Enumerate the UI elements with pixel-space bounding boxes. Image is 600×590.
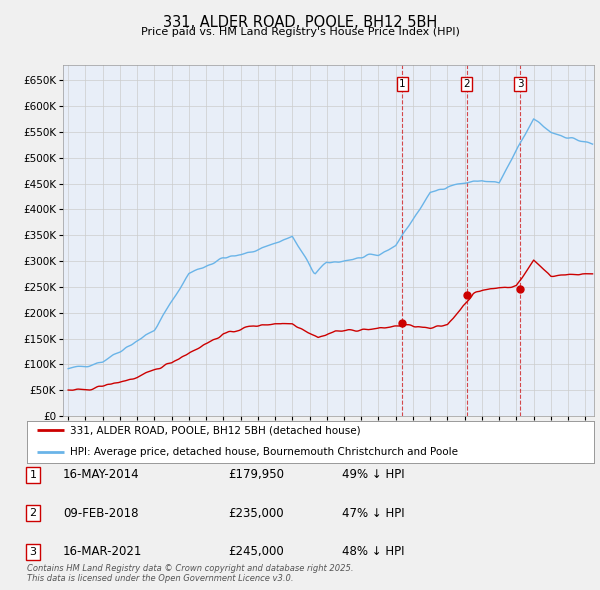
Text: 2: 2	[463, 79, 470, 89]
Text: 47% ↓ HPI: 47% ↓ HPI	[342, 507, 404, 520]
Text: 3: 3	[517, 79, 523, 89]
Text: 1: 1	[29, 470, 37, 480]
Text: 16-MAR-2021: 16-MAR-2021	[63, 545, 142, 558]
Text: 16-MAY-2014: 16-MAY-2014	[63, 468, 140, 481]
Text: 331, ALDER ROAD, POOLE, BH12 5BH: 331, ALDER ROAD, POOLE, BH12 5BH	[163, 15, 437, 30]
Text: Price paid vs. HM Land Registry's House Price Index (HPI): Price paid vs. HM Land Registry's House …	[140, 27, 460, 37]
Text: 48% ↓ HPI: 48% ↓ HPI	[342, 545, 404, 558]
Text: HPI: Average price, detached house, Bournemouth Christchurch and Poole: HPI: Average price, detached house, Bour…	[70, 447, 458, 457]
Text: £245,000: £245,000	[228, 545, 284, 558]
Text: Contains HM Land Registry data © Crown copyright and database right 2025.
This d: Contains HM Land Registry data © Crown c…	[27, 563, 353, 583]
Text: 2: 2	[29, 509, 37, 518]
Text: 3: 3	[29, 547, 37, 556]
Text: 1: 1	[399, 79, 406, 89]
Text: 331, ALDER ROAD, POOLE, BH12 5BH (detached house): 331, ALDER ROAD, POOLE, BH12 5BH (detach…	[70, 425, 360, 435]
Text: 49% ↓ HPI: 49% ↓ HPI	[342, 468, 404, 481]
Text: 09-FEB-2018: 09-FEB-2018	[63, 507, 139, 520]
Text: £179,950: £179,950	[228, 468, 284, 481]
Text: £235,000: £235,000	[228, 507, 284, 520]
